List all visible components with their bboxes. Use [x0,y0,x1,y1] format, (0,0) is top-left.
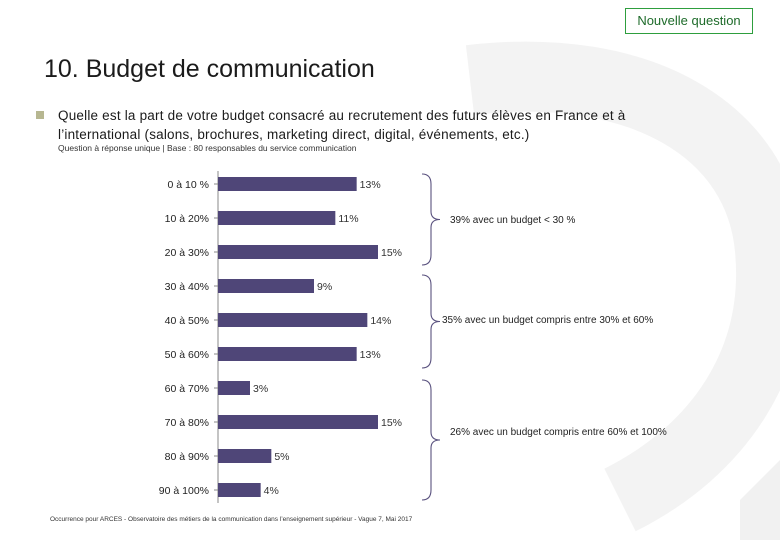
bar [218,313,368,327]
category-label: 70 à 80% [165,417,209,429]
category-label: 40 à 50% [165,315,209,327]
bar [218,211,336,225]
value-label: 15% [381,247,402,259]
brace-low [421,173,441,266]
category-label: 20 à 30% [165,247,209,259]
page-title: 10. Budget de communication [44,55,375,83]
base-note: Question à réponse unique | Base : 80 re… [58,143,357,153]
category-label: 0 à 10 % [168,179,209,191]
bar [218,279,314,293]
value-label: 5% [274,451,289,463]
new-question-badge: Nouvelle question [625,8,753,34]
category-label: 50 à 60% [165,349,209,361]
bar [218,381,250,395]
question-text: Quelle est la part de votre budget consa… [58,108,626,142]
group-note-high: 26% avec un budget compris entre 60% et … [450,427,667,438]
value-label: 3% [253,383,268,395]
category-label: 90 à 100% [159,485,209,497]
value-label: 13% [360,349,381,361]
value-label: 9% [317,281,332,293]
bar [218,449,272,463]
category-label: 30 à 40% [165,281,209,293]
group-note-low: 39% avec un budget < 30 % [450,215,576,226]
bar [218,347,357,361]
bar [218,415,378,429]
value-label: 11% [338,213,358,225]
bullet-icon [36,111,44,119]
bar [218,177,357,191]
group-note-mid: 35% avec un budget compris entre 30% et … [442,315,654,326]
bar [218,483,261,497]
brace-mid [421,274,441,369]
value-label: 14% [370,315,391,327]
brace-high [421,379,441,501]
category-label: 80 à 90% [165,451,209,463]
category-label: 60 à 70% [165,383,209,395]
value-label: 13% [360,179,381,191]
footer-source: Occurrence pour ARCES - Observatoire des… [50,516,413,523]
category-label: 10 à 20% [165,213,209,225]
bar [218,245,378,259]
value-label: 15% [381,417,402,429]
value-label: 4% [264,485,279,497]
